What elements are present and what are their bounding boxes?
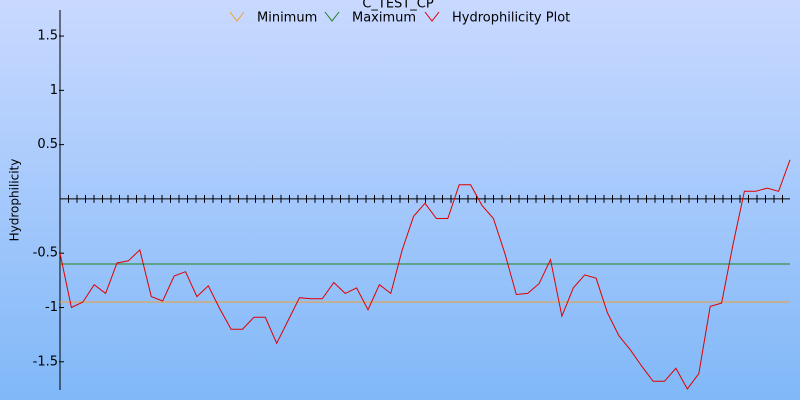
y-tick-label: 1.5: [37, 29, 58, 44]
chart-title: C_TEST_CP: [362, 0, 434, 12]
y-tick-label: 0.5: [37, 137, 58, 152]
legend-label: Hydrophilicity Plot: [452, 11, 570, 26]
legend-icon: [424, 11, 440, 22]
legend-icon: [229, 11, 245, 22]
y-tick-label: -1: [45, 300, 58, 315]
legend-label: Maximum: [352, 11, 416, 26]
y-tick-label: -1.5: [33, 354, 58, 369]
data-line: [59, 159, 791, 390]
y-tick-label: -0.5: [33, 246, 58, 261]
legend-icon: [324, 11, 340, 22]
legend-label: Minimum: [257, 11, 317, 26]
y-tick-label: 1: [50, 83, 58, 98]
y-axis-label: Hydrophilicity: [8, 159, 22, 242]
